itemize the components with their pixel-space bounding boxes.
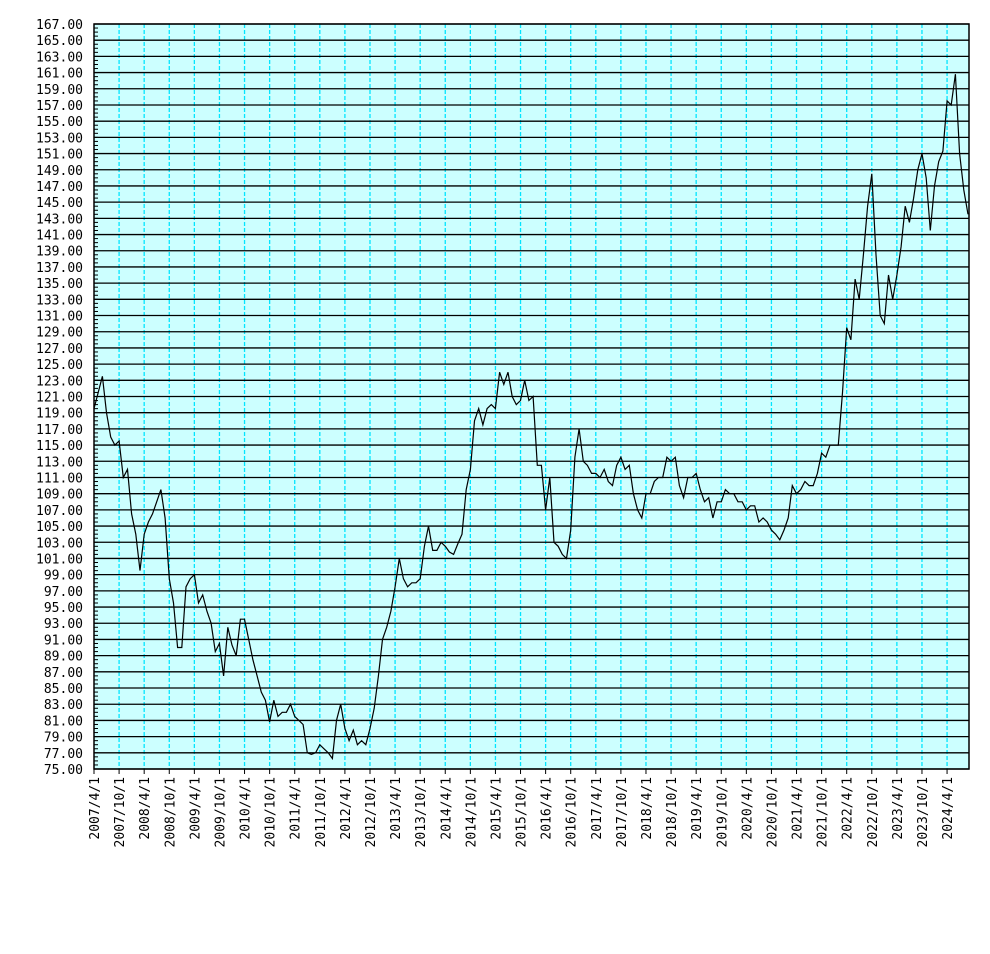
horizontal-gridlines <box>94 23 969 770</box>
x-tick-label: 2010/10/1 <box>264 777 279 847</box>
x-tick-label: 2019/10/1 <box>715 777 730 847</box>
x-tick-label: 2017/4/1 <box>590 777 605 840</box>
y-tick-label: 91.00 <box>44 633 83 648</box>
x-tick-label: 2007/4/1 <box>88 777 103 840</box>
y-tick-label: 105.00 <box>36 520 83 535</box>
y-tick-label: 109.00 <box>36 488 83 503</box>
y-tick-label: 107.00 <box>36 504 83 519</box>
x-tick-label: 2011/4/1 <box>289 777 304 840</box>
y-tick-label: 117.00 <box>36 423 83 438</box>
y-tick-label: 125.00 <box>36 358 83 373</box>
x-tick-label: 2009/10/1 <box>213 777 228 847</box>
x-tick-label: 2012/4/1 <box>339 777 354 840</box>
series-line <box>93 74 969 761</box>
y-tick-label: 131.00 <box>36 310 83 325</box>
y-tick-label: 157.00 <box>36 99 83 114</box>
x-tick-label: 2023/4/1 <box>891 777 906 840</box>
y-tick-label: 119.00 <box>36 407 83 422</box>
x-tick-label: 2021/10/1 <box>816 777 831 847</box>
y-tick-label: 129.00 <box>36 326 83 341</box>
x-tick-label: 2014/10/1 <box>464 777 479 847</box>
y-tick-label: 127.00 <box>36 342 83 357</box>
y-tick-label: 81.00 <box>44 714 83 729</box>
x-tick-label: 2016/4/1 <box>540 777 555 840</box>
x-tick-label: 2018/10/1 <box>665 777 680 847</box>
y-tick-label: 159.00 <box>36 83 83 98</box>
y-tick-label: 103.00 <box>36 536 83 551</box>
x-tick-label: 2019/4/1 <box>690 777 705 840</box>
y-tick-label: 83.00 <box>44 698 83 713</box>
y-tick-label: 77.00 <box>44 747 83 762</box>
y-tick-label: 85.00 <box>44 682 83 697</box>
y-tick-label: 97.00 <box>44 585 83 600</box>
x-tick-label: 2022/4/1 <box>841 777 856 840</box>
x-tick-label: 2015/4/1 <box>489 777 504 840</box>
x-tick-label: 2013/10/1 <box>414 777 429 847</box>
x-tick-label: 2008/4/1 <box>138 777 153 840</box>
y-tick-label: 101.00 <box>36 552 83 567</box>
x-tick-label: 2022/10/1 <box>866 777 881 847</box>
x-tick-label: 2007/10/1 <box>113 777 128 847</box>
x-tick-label: 2008/10/1 <box>163 777 178 847</box>
x-tick-label: 2010/4/1 <box>239 777 254 840</box>
y-tick-label: 75.00 <box>44 763 83 778</box>
y-tick-label: 87.00 <box>44 666 83 681</box>
x-tick-label: 2016/10/1 <box>565 777 580 847</box>
y-tick-label: 165.00 <box>36 34 83 49</box>
x-tick-label: 2017/10/1 <box>615 777 630 847</box>
y-tick-label: 113.00 <box>36 455 83 470</box>
x-tick-label: 2009/4/1 <box>188 777 203 840</box>
x-tick-label: 2023/10/1 <box>916 777 931 847</box>
y-tick-label: 111.00 <box>36 471 83 486</box>
y-tick-label: 145.00 <box>36 196 83 211</box>
x-tick-label: 2014/4/1 <box>439 777 454 840</box>
x-tick-label: 2018/4/1 <box>640 777 655 840</box>
y-tick-label: 135.00 <box>36 277 83 292</box>
y-tick-label: 95.00 <box>44 601 83 616</box>
y-tick-label: 89.00 <box>44 650 83 665</box>
y-tick-label: 153.00 <box>36 131 83 146</box>
x-tick-label: 2012/10/1 <box>364 777 379 847</box>
y-tick-label: 79.00 <box>44 731 83 746</box>
y-tick-label: 143.00 <box>36 212 83 227</box>
y-tick-label: 93.00 <box>44 617 83 632</box>
y-tick-label: 167.00 <box>36 18 83 33</box>
plot-frame <box>93 23 970 770</box>
y-tick-label: 147.00 <box>36 180 83 195</box>
y-tick-label: 155.00 <box>36 115 83 130</box>
y-tick-label: 139.00 <box>36 245 83 260</box>
x-axis-tick-labels: 2007/4/1 2007/10/1 2008/4/1 2008/10/1 2009/4… <box>88 777 956 847</box>
y-tick-label: 161.00 <box>36 67 83 82</box>
x-tick-label: 2020/4/1 <box>740 777 755 840</box>
x-tick-label: 2020/10/1 <box>765 777 780 847</box>
y-tick-label: 141.00 <box>36 229 83 244</box>
y-tick-label: 121.00 <box>36 391 83 406</box>
y-tick-label: 137.00 <box>36 261 83 276</box>
y-tick-label: 99.00 <box>44 569 83 584</box>
y-tick-label: 151.00 <box>36 148 83 163</box>
x-tick-label: 2024/4/1 <box>941 777 956 840</box>
x-tick-label: 2015/10/1 <box>515 777 530 847</box>
y-tick-label: 149.00 <box>36 164 83 179</box>
x-tick-label: 2013/4/1 <box>389 777 404 840</box>
y-tick-label: 115.00 <box>36 439 83 454</box>
y-tick-label: 163.00 <box>36 50 83 65</box>
y-tick-label: 133.00 <box>36 293 83 308</box>
x-tick-label: 2021/4/1 <box>791 777 806 840</box>
y-tick-label: 123.00 <box>36 374 83 389</box>
x-tick-label: 2011/10/1 <box>314 777 329 847</box>
